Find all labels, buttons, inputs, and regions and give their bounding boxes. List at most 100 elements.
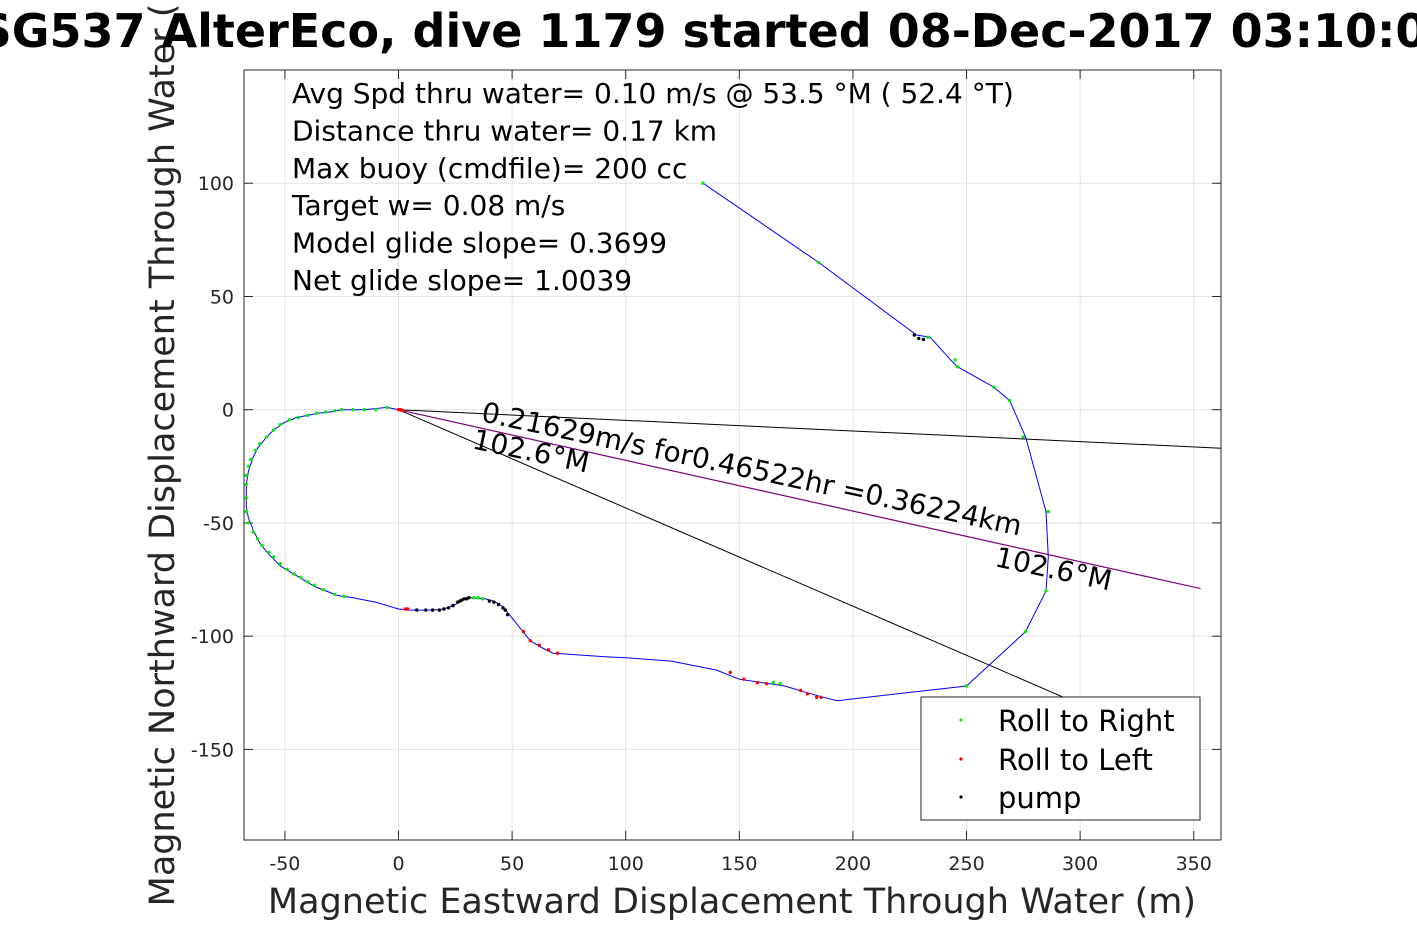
- dive-stats: Avg Spd thru water= 0.10 m/s @ 53.5 °M (…: [291, 77, 1014, 297]
- marker-roll-to-left: [521, 629, 526, 634]
- marker-roll-to-left: [764, 682, 769, 686]
- marker-roll-to-left: [742, 677, 746, 681]
- y-tick-label: 50: [210, 286, 234, 308]
- marker-roll-to-right: [292, 572, 296, 576]
- marker-roll-to-right: [374, 408, 378, 412]
- marker-pump: [442, 607, 446, 611]
- marker-roll-to-left: [546, 648, 551, 652]
- marker-roll-to-right: [315, 411, 319, 415]
- marker-roll-to-right: [1021, 435, 1025, 439]
- marker-pump: [424, 608, 428, 612]
- marker-pump: [492, 600, 496, 604]
- marker-roll-to-right: [926, 335, 930, 339]
- marker-pump: [496, 602, 501, 607]
- marker-roll-to-right: [953, 358, 957, 362]
- marker-roll-to-left: [537, 643, 542, 647]
- marker-roll-to-right: [271, 555, 276, 559]
- axis-ticks: -50 0 50 100 150 200 250 300 350 -150 -100 -50 0 50 10…: [191, 70, 1221, 875]
- reference-line-envelope-upper: [398, 409, 1221, 449]
- marker-roll-to-right: [253, 448, 258, 453]
- x-tick-label: 100: [608, 853, 644, 875]
- legend-label-roll-left: Roll to Left: [998, 743, 1153, 777]
- marker-roll-to-right: [246, 521, 251, 525]
- x-axis-label: Magnetic Eastward Displacement Through W…: [268, 882, 1196, 922]
- legend-marker-pump: [959, 795, 963, 799]
- marker-roll-to-right: [260, 543, 264, 548]
- dive-stat-line: Avg Spd thru water= 0.10 m/s @ 53.5 °M (…: [292, 77, 1014, 110]
- marker-pump: [505, 613, 510, 617]
- legend-marker-roll-right: [959, 718, 963, 722]
- marker-roll-to-right: [351, 408, 355, 412]
- marker-pump: [467, 596, 471, 600]
- marker-roll-to-right: [342, 594, 346, 599]
- marker-roll-to-right: [992, 385, 996, 389]
- marker-pump: [437, 608, 442, 612]
- event-markers: [244, 181, 1051, 699]
- marker-roll-to-right: [244, 496, 248, 500]
- marker-roll-to-left: [555, 651, 560, 655]
- marker-roll-to-right: [340, 408, 344, 412]
- marker-roll-to-right: [305, 413, 310, 418]
- marker-roll-to-left: [401, 409, 405, 413]
- legend-label-pump: pump: [998, 781, 1081, 815]
- marker-roll-to-right: [1046, 509, 1051, 514]
- dive-stat-line: Max buoy (cmdfile)= 200 cc: [292, 152, 687, 185]
- marker-roll-to-right: [324, 410, 328, 414]
- marker-pump: [501, 606, 505, 610]
- marker-roll-to-right: [333, 409, 337, 413]
- dive-stat-line: Distance thru water= 0.17 km: [292, 114, 717, 147]
- y-axis-label: Magnetic Northward Displacement Through …: [143, 4, 183, 907]
- marker-roll-to-right: [296, 415, 301, 420]
- marker-roll-to-left: [728, 670, 732, 675]
- chart-title: SG537 AlterEco, dive 1179 started 08-Dec…: [0, 4, 1417, 58]
- marker-roll-to-right: [271, 428, 276, 432]
- x-tick-label: 200: [835, 853, 871, 875]
- dive-stat-line: Model glide slope= 0.3699: [292, 227, 667, 260]
- marker-roll-to-left: [755, 680, 760, 685]
- marker-roll-to-right: [265, 435, 269, 439]
- marker-roll-to-right: [244, 482, 248, 487]
- x-tick-label: 0: [392, 853, 404, 875]
- y-tick-label: -150: [191, 739, 234, 761]
- y-tick-label: 0: [222, 400, 234, 422]
- marker-roll-to-right: [285, 567, 289, 572]
- marker-roll-to-right: [701, 181, 705, 185]
- marker-roll-to-right: [476, 596, 480, 600]
- legend-marker-roll-left: [959, 757, 963, 761]
- marker-roll-to-right: [321, 588, 326, 592]
- marker-roll-to-right: [1023, 629, 1028, 634]
- marker-pump: [912, 333, 916, 337]
- y-tick-label: -50: [203, 513, 234, 535]
- reference-line-envelope-lower: [398, 409, 1085, 707]
- y-tick-label: 100: [198, 173, 234, 195]
- marker-roll-to-right: [278, 562, 283, 566]
- marker-roll-to-right: [471, 596, 476, 600]
- marker-roll-to-right: [251, 530, 255, 534]
- marker-roll-to-right: [278, 422, 283, 427]
- marker-roll-to-right: [778, 682, 782, 686]
- marker-roll-to-right: [267, 550, 271, 555]
- marker-roll-to-left: [799, 688, 803, 693]
- marker-roll-to-right: [255, 537, 260, 541]
- plot-frame: [243, 69, 1222, 841]
- marker-roll-to-right: [480, 597, 485, 601]
- marker-roll-to-right: [1008, 398, 1012, 403]
- marker-pump: [451, 603, 455, 608]
- marker-roll-to-right: [244, 473, 248, 478]
- x-tick-label: 50: [500, 853, 524, 875]
- marker-roll-to-right: [964, 684, 969, 688]
- x-tick-label: -50: [269, 853, 300, 875]
- x-tick-label: 350: [1176, 853, 1212, 875]
- marker-roll-to-right: [246, 464, 251, 468]
- x-tick-label: 150: [721, 853, 757, 875]
- marker-roll-to-right: [333, 592, 337, 596]
- legend: Roll to Right Roll to Left pump: [920, 696, 1201, 821]
- marker-roll-to-right: [244, 509, 248, 514]
- reference-line-current: [398, 409, 1201, 590]
- marker-roll-to-right: [1044, 589, 1048, 593]
- marker-roll-to-right: [362, 408, 367, 412]
- marker-roll-to-right: [771, 680, 776, 685]
- marker-roll-to-right: [258, 442, 262, 446]
- dive-stat-line: Net glide slope= 1.0039: [292, 264, 632, 297]
- y-tick-label: -100: [191, 626, 234, 648]
